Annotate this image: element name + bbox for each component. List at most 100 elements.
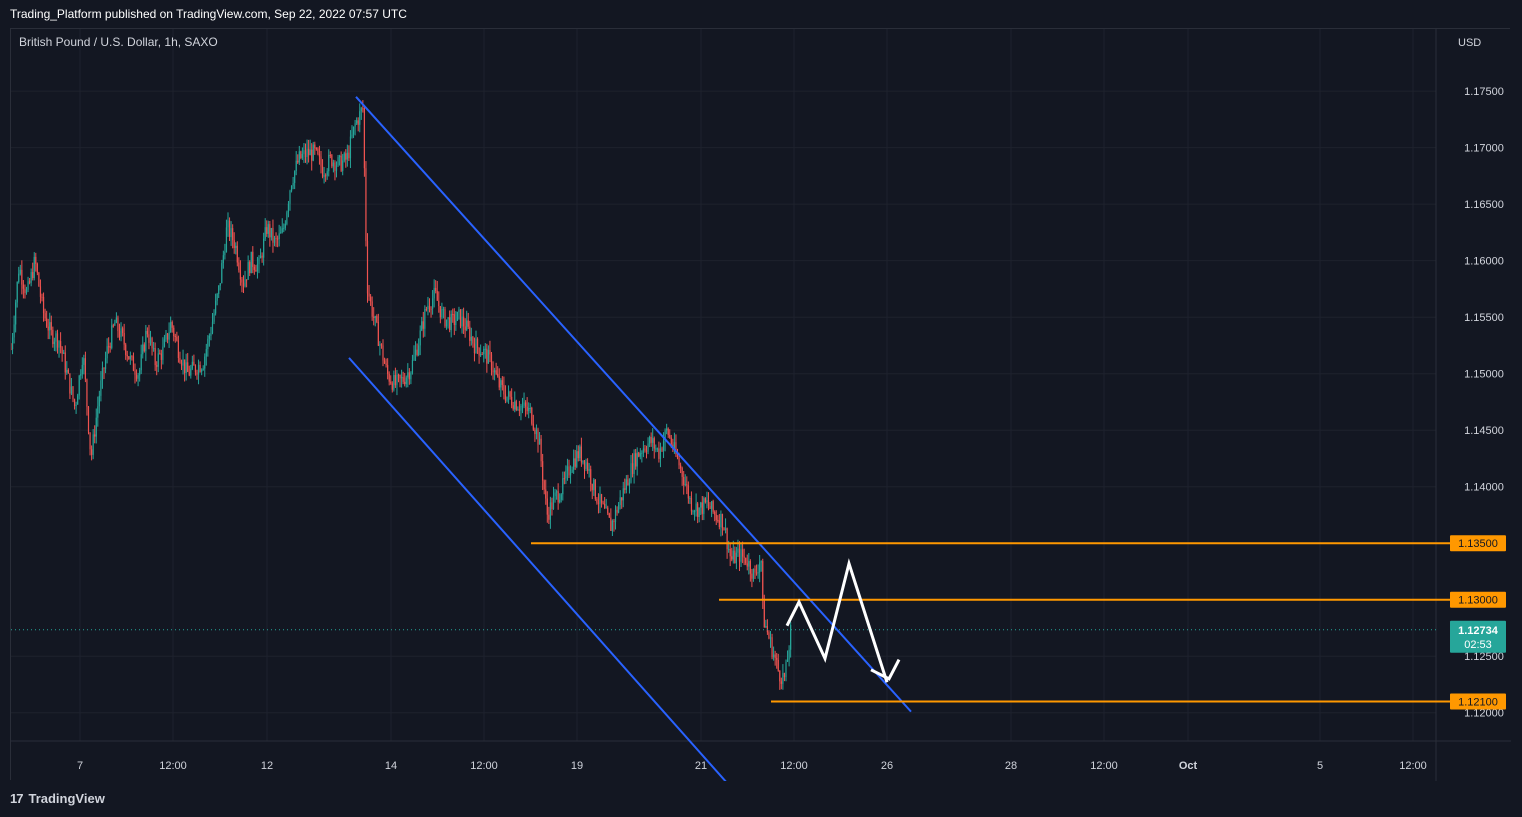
candle-body [600, 494, 603, 503]
candle-body [664, 430, 666, 442]
candle-body [630, 463, 632, 483]
candle-body [343, 153, 345, 161]
candle-body [697, 503, 699, 517]
candle-body [726, 528, 728, 550]
level-price-label: 1.13500 [1458, 538, 1498, 550]
candle-body [129, 356, 131, 360]
x-tick-label: 28 [1005, 760, 1017, 772]
candle-body [583, 460, 586, 469]
x-tick-label: 21 [695, 760, 707, 772]
candle-body [100, 380, 102, 396]
price-chart[interactable]: 1.17500 1.17000 1.16500 1.16000 1.15500 1.150… [11, 29, 1511, 781]
candle-body [724, 528, 727, 531]
candle-body [142, 344, 144, 355]
candle-body [29, 281, 31, 283]
candle-body [506, 396, 508, 401]
chart-frame[interactable]: 1.17500 1.17000 1.16500 1.16000 1.15500 1.150… [10, 28, 1511, 781]
candle-body [241, 279, 243, 283]
candle-body [723, 528, 725, 531]
candle-body [235, 245, 237, 249]
candle-body [587, 462, 589, 471]
candle-body [461, 316, 463, 327]
x-tick-label: 12:00 [470, 760, 498, 772]
y-tick-label: 1.14000 [1464, 482, 1504, 494]
candle-body [754, 568, 756, 573]
candle-body [287, 203, 290, 213]
channel-line-upper [355, 96, 912, 713]
x-tick-label: 14 [385, 760, 397, 772]
candle-body [64, 352, 66, 373]
candle-body [393, 375, 395, 390]
candle-body [560, 494, 562, 500]
candle-body [318, 154, 321, 157]
candle-body [30, 272, 32, 283]
candle-body [701, 502, 703, 514]
candle-body [786, 659, 789, 662]
candle-body [662, 441, 665, 451]
candle-body [752, 568, 755, 579]
candle-body [256, 264, 259, 272]
candle-body [769, 637, 772, 639]
candle-body [742, 549, 744, 557]
candle-body [80, 374, 82, 376]
candle-body [283, 227, 285, 229]
candle-body [732, 550, 734, 560]
candle-body [421, 321, 423, 331]
candle-body [368, 293, 370, 297]
candle-body [78, 375, 80, 396]
candle-body [680, 465, 682, 469]
candle-body [718, 520, 720, 527]
candle-body [356, 120, 358, 124]
candle-body [521, 405, 524, 407]
x-tick-label: 12:00 [1090, 760, 1118, 772]
candle-body [75, 404, 77, 406]
candle-body [436, 291, 438, 301]
candle-body [58, 341, 60, 348]
candle-body [766, 626, 768, 633]
candle-body [476, 338, 479, 348]
candle-body [114, 322, 116, 326]
candle-body [379, 344, 381, 346]
candle-body [73, 399, 76, 406]
candle-body [166, 333, 169, 340]
candle-body [735, 552, 737, 564]
candle-body [776, 657, 778, 660]
candle-body [763, 600, 765, 628]
candle-body [525, 402, 527, 407]
candle-body [563, 478, 565, 480]
candle-body [304, 150, 307, 158]
candle-body [731, 556, 733, 560]
candle-body [687, 485, 689, 499]
candle-body [729, 548, 731, 557]
candle-body [771, 637, 773, 658]
tradingview-footer[interactable]: 17 TradingView [10, 791, 105, 806]
candle-body [644, 448, 646, 451]
candle-body [153, 348, 155, 350]
candle-body [106, 346, 108, 359]
candle-body [286, 212, 288, 224]
candle-body [669, 435, 671, 438]
candle-body [157, 353, 159, 367]
candle-body [439, 306, 441, 318]
candle-body [32, 272, 34, 279]
candle-body [306, 148, 308, 158]
candle-body [628, 482, 631, 486]
candle-body [377, 321, 379, 346]
candle-body [204, 356, 206, 369]
y-tick-label: 1.14500 [1464, 425, 1504, 437]
candle-body [588, 469, 590, 471]
candle-body [194, 365, 197, 373]
candle-body [706, 500, 708, 503]
candle-body [610, 517, 612, 531]
candle-body [154, 348, 156, 366]
candle-body [783, 672, 786, 678]
candle-body [582, 460, 584, 463]
candles [11, 100, 792, 690]
candle-body [559, 499, 561, 503]
candle-body [120, 328, 122, 338]
candle-body [416, 349, 418, 356]
candle-body [565, 470, 567, 479]
candle-body [497, 374, 499, 377]
candle-body [552, 496, 555, 510]
candle-body [259, 255, 262, 259]
